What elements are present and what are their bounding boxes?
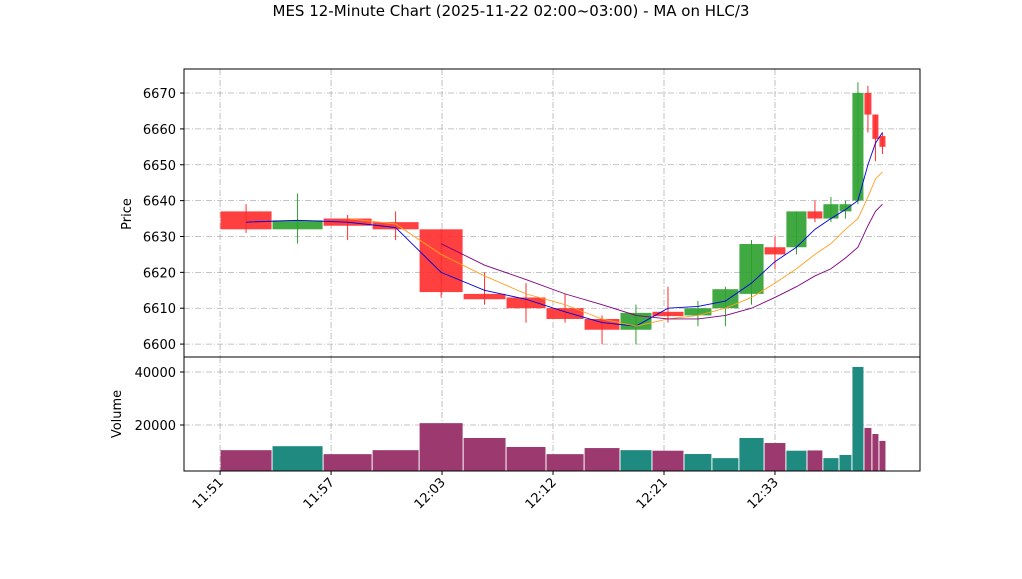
candle-body [823, 204, 839, 219]
volume-bar [652, 450, 684, 471]
x-tick-label: 11:57 [301, 475, 338, 512]
volume-bar [764, 443, 786, 471]
candle-body [220, 211, 272, 230]
y-axis-label: Price [120, 198, 135, 230]
x-tick-label: 12:21 [634, 475, 671, 512]
volume-bar [839, 454, 852, 471]
candle-body [712, 289, 739, 309]
volume-tick-label: 40000 [135, 366, 176, 381]
x-tick-label: 11:51 [190, 475, 227, 512]
volume-bar [620, 450, 652, 471]
volume-bar [739, 437, 764, 471]
candle-body [786, 211, 807, 248]
ma-line [440, 203, 883, 320]
x-tick-label: 12:33 [745, 475, 782, 512]
candle-body [272, 220, 323, 230]
volume-bar [372, 450, 419, 471]
y-tick-label: 6630 [143, 230, 176, 245]
volume-frame [183, 356, 921, 472]
volume-bar [879, 440, 886, 471]
candle-body [864, 93, 872, 115]
ma-line [347, 171, 883, 327]
candle-body [879, 136, 886, 147]
candle-body [684, 308, 712, 316]
candle-body [807, 211, 823, 219]
volume-bar [684, 454, 712, 471]
y-tick-label: 6660 [143, 123, 176, 138]
volume-bar [506, 446, 546, 471]
candle-body [764, 247, 786, 255]
y-tick-label: 6600 [143, 338, 176, 353]
volume-bar [852, 366, 864, 471]
y-tick-label: 6640 [143, 195, 176, 210]
volume-bar [323, 454, 372, 471]
volume-bar [419, 423, 463, 471]
x-tick-label: 12:03 [412, 475, 449, 512]
volume-bar [786, 450, 807, 471]
candle-body [463, 293, 506, 300]
candle-body [739, 244, 764, 294]
volume-bar [864, 427, 872, 471]
y-tick-label: 6610 [143, 302, 176, 317]
candle-body [872, 114, 879, 139]
candle-body [419, 229, 463, 293]
y-tick-label: 6670 [143, 87, 176, 102]
x-tick-label: 12:12 [523, 475, 560, 512]
volume-bar [220, 450, 272, 471]
volume-bar [546, 454, 584, 471]
candle-body [852, 93, 864, 201]
volume-bar [712, 458, 739, 471]
chart-title: MES 12-Minute Chart (2025-11-22 02:00~03… [273, 2, 750, 20]
candle-body [839, 204, 852, 212]
ma-line [246, 132, 883, 327]
volume-axis-label: Volume [110, 390, 125, 438]
volume-bar [584, 448, 620, 471]
candle-body [372, 222, 419, 230]
volume-tick-label: 20000 [135, 419, 176, 434]
volume-bar [872, 434, 879, 471]
y-tick-label: 6620 [143, 266, 176, 281]
candle-body [546, 308, 584, 319]
volume-bar [807, 450, 823, 471]
candle-body [506, 297, 546, 309]
y-tick-label: 6650 [143, 159, 176, 174]
volume-bar [823, 458, 839, 471]
candle-body [584, 318, 620, 330]
volume-bar [463, 437, 506, 471]
volume-bar [272, 446, 323, 471]
candle-body [652, 311, 684, 317]
